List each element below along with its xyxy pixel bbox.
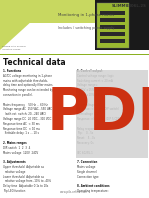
Text: Voltage range DC  20 VDC...310 VDC: Voltage range DC 20 VDC...310 VDC bbox=[3, 117, 51, 121]
Text: Mains voltage  120V  240V: Mains voltage 120V 240V bbox=[3, 151, 38, 155]
Polygon shape bbox=[0, 0, 55, 50]
Text: Response time DC  < 10 ms: Response time DC < 10 ms bbox=[3, 127, 40, 131]
Text: POWER RAIL SYSTEM: POWER RAIL SYSTEM bbox=[2, 46, 26, 47]
Text: Undervoltage (UV): Undervoltage (UV) bbox=[77, 103, 101, 107]
Bar bbox=[100, 18, 125, 22]
Text: Mains frequency    50 Hz ... 60 Hz: Mains frequency 50 Hz ... 60 Hz bbox=[3, 103, 48, 107]
Text: Trip:    0...5s: Trip: 0...5s bbox=[77, 131, 93, 135]
Text: www.pilz-online.com: www.pilz-online.com bbox=[60, 190, 88, 194]
Text: AC/DC voltage monitoring in 1-phase: AC/DC voltage monitoring in 1-phase bbox=[3, 74, 52, 78]
Text: Switching current < 20 mA: Switching current < 20 mA bbox=[77, 79, 113, 83]
Bar bbox=[100, 32, 125, 36]
Text: relative voltage from -10% to -40%: relative voltage from -10% to -40% bbox=[3, 179, 51, 183]
Text: (with ext. switch: 20...240 VAC): (with ext. switch: 20...240 VAC) bbox=[3, 112, 46, 116]
Text: connection in parallel.: connection in parallel. bbox=[3, 93, 33, 97]
Text: Upper threshold  Adjustable as: Upper threshold Adjustable as bbox=[3, 165, 44, 169]
Bar bbox=[100, 39, 125, 43]
Text: Industrial design: Industrial design bbox=[2, 49, 20, 50]
Text: 2. Mains ranges: 2. Mains ranges bbox=[3, 141, 27, 145]
Text: Trip LED function: Trip LED function bbox=[3, 189, 25, 193]
Text: Technical data: Technical data bbox=[3, 58, 66, 67]
Text: Control voltage range: logic: Control voltage range: logic bbox=[77, 74, 114, 78]
Text: Voltage ranges:: Voltage ranges: bbox=[77, 83, 98, 87]
Bar bbox=[0, 0, 149, 23]
Bar bbox=[0, 53, 149, 55]
Text: Monitoring range can be extended by: Monitoring range can be extended by bbox=[3, 88, 53, 92]
Text: Relay response:: Relay response: bbox=[77, 127, 98, 131]
Text: Response: < 30 ms (DIP switch): Response: < 30 ms (DIP switch) bbox=[77, 107, 119, 111]
Text: Single channel: Single channel bbox=[77, 170, 97, 174]
Text: Response: n/a UV-OV (DIP 5 OFF): Response: n/a UV-OV (DIP 5 OFF) bbox=[77, 117, 121, 121]
Text: PDF: PDF bbox=[46, 86, 149, 143]
Text: 1. Functions: 1. Functions bbox=[3, 69, 21, 73]
Text: SLIMM8806L.2S: SLIMM8806L.2S bbox=[112, 4, 147, 8]
Text: Delay time  Adjustable 0.1s to 10s: Delay time Adjustable 0.1s to 10s bbox=[3, 184, 48, 188]
Text: Monitoring in 1-phase mains: Monitoring in 1-phase mains bbox=[58, 13, 114, 17]
Text: Overvoltage (OV): Overvoltage (OV) bbox=[77, 112, 100, 116]
Text: 6. Control output: 6. Control output bbox=[77, 69, 103, 73]
Text: Lower threshold  Adjustable as: Lower threshold Adjustable as bbox=[3, 175, 44, 179]
Text: Response time AC  < 30 ms: Response time AC < 30 ms bbox=[3, 122, 40, 126]
Text: Voltage range AC  150 VAC...550 VAC: Voltage range AC 150 VAC...550 VAC bbox=[3, 107, 52, 111]
Text: 7. Connection: 7. Connection bbox=[77, 160, 97, 164]
Bar bbox=[100, 11, 125, 15]
Bar bbox=[97, 3, 129, 48]
Text: Mains voltage: Mains voltage bbox=[77, 165, 95, 169]
Text: IEC 60255-1: IEC 60255-1 bbox=[77, 151, 93, 155]
Text: relative voltage: relative voltage bbox=[3, 170, 25, 174]
Text: delay time and optionally filter mains.: delay time and optionally filter mains. bbox=[3, 83, 53, 87]
Text: 8. Ambient conditions: 8. Ambient conditions bbox=[77, 184, 110, 188]
Text: Connection type: Connection type bbox=[77, 175, 99, 179]
Text: 480V ±10%  690V ±10%: 480V ±10% 690V ±10% bbox=[77, 93, 111, 97]
Text: Settable delay: 1 s ... 10 s: Settable delay: 1 s ... 10 s bbox=[3, 131, 39, 135]
Text: Reset:   5...0s: Reset: 5...0s bbox=[77, 136, 95, 140]
Bar bbox=[95, 0, 149, 50]
Text: Includes / switching power supply: Includes / switching power supply bbox=[58, 26, 114, 30]
Bar bbox=[76, 70, 148, 158]
Text: Operating temperature:: Operating temperature: bbox=[77, 189, 108, 193]
Text: Recovery: 0s: Recovery: 0s bbox=[77, 141, 94, 145]
Text: mains with adjustable thresholds,: mains with adjustable thresholds, bbox=[3, 79, 48, 83]
Text: 120V ±15%  240V ±15%: 120V ±15% 240V ±15% bbox=[77, 88, 111, 92]
Bar bbox=[100, 25, 125, 29]
Text: DIP-switch  1  2  3  4: DIP-switch 1 2 3 4 bbox=[3, 146, 30, 150]
Text: 3. Adjustments: 3. Adjustments bbox=[3, 160, 26, 164]
